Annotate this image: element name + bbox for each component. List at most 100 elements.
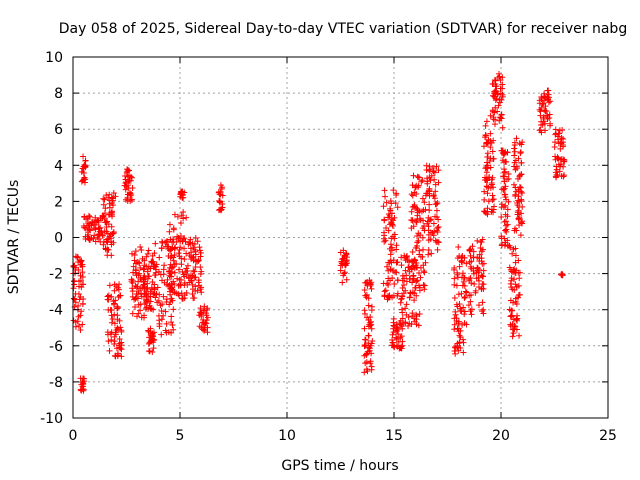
data-point (458, 258, 465, 265)
data-point (108, 337, 115, 344)
data-point (190, 244, 197, 251)
data-point (192, 287, 199, 294)
data-point (455, 243, 462, 250)
data-point (418, 178, 425, 185)
data-point (81, 375, 88, 382)
data-point (387, 266, 394, 273)
data-point (552, 126, 559, 133)
data-point (431, 176, 438, 183)
data-point (472, 287, 479, 294)
data-point (144, 294, 151, 301)
data-point (430, 168, 437, 175)
data-point (435, 239, 442, 246)
data-point (476, 251, 483, 258)
data-point (409, 289, 416, 296)
data-point (174, 233, 181, 240)
data-point (363, 351, 370, 358)
data-point (515, 257, 522, 264)
data-point (185, 275, 192, 282)
data-point (389, 336, 396, 343)
data-point (381, 187, 388, 194)
data-point (339, 255, 346, 262)
x-axis-label: GPS time / hours (281, 458, 398, 474)
y-tick-label: -4 (49, 303, 63, 319)
y-tick-label: -6 (49, 339, 63, 355)
data-point (500, 186, 507, 193)
data-point (180, 209, 187, 216)
data-point (387, 277, 394, 284)
data-point (409, 248, 416, 255)
data-point (409, 217, 416, 224)
data-point (129, 184, 136, 191)
data-point (171, 280, 178, 287)
data-point (132, 303, 139, 310)
data-point (104, 329, 111, 336)
data-point (382, 287, 389, 294)
data-point (414, 277, 421, 284)
data-point (419, 195, 426, 202)
data-point (433, 163, 440, 170)
data-point (487, 144, 494, 151)
data-point (171, 245, 178, 252)
data-point (460, 339, 467, 346)
data-point (150, 306, 157, 313)
data-point (474, 264, 481, 271)
data-point (365, 302, 372, 309)
data-point (152, 272, 159, 279)
data-point (518, 188, 525, 195)
data-point (156, 268, 163, 275)
data-point (143, 296, 150, 303)
data-point (480, 306, 487, 313)
data-point (197, 286, 204, 293)
data-point (540, 115, 547, 122)
data-point (416, 284, 423, 291)
data-point (460, 278, 467, 285)
data-point (82, 163, 89, 170)
data-point (428, 216, 435, 223)
data-point (495, 70, 502, 77)
data-point (488, 180, 495, 187)
data-point (402, 267, 409, 274)
data-point (132, 248, 139, 255)
data-point (498, 96, 505, 103)
data-point (100, 195, 107, 202)
data-point (121, 182, 128, 189)
data-point (393, 190, 400, 197)
data-point (365, 323, 372, 330)
data-point (511, 276, 518, 283)
data-point (538, 129, 545, 136)
data-point (428, 172, 435, 179)
data-point (478, 286, 485, 293)
data-point (337, 267, 344, 274)
data-point (504, 206, 511, 213)
data-point (425, 214, 432, 221)
data-point (102, 245, 109, 252)
data-point (490, 116, 497, 123)
data-point (341, 261, 348, 268)
data-point (71, 278, 78, 285)
y-tick-label: 0 (54, 231, 63, 247)
data-point (390, 187, 397, 194)
data-point (81, 161, 88, 168)
data-point (474, 237, 481, 244)
data-point (461, 311, 468, 318)
data-point (192, 234, 199, 241)
data-point (409, 203, 416, 210)
data-point (417, 217, 424, 224)
data-point (426, 163, 433, 170)
data-point (414, 239, 421, 246)
data-point (131, 257, 138, 264)
data-point (104, 239, 111, 246)
data-point (158, 316, 165, 323)
data-point (151, 290, 158, 297)
data-point (513, 135, 520, 142)
data-point (542, 127, 549, 134)
data-point (499, 74, 506, 81)
data-point (458, 290, 465, 297)
data-point (341, 270, 348, 277)
data-point (178, 261, 185, 268)
data-point (85, 212, 92, 219)
data-point (131, 296, 138, 303)
data-point (453, 315, 460, 322)
data-point (483, 169, 490, 176)
